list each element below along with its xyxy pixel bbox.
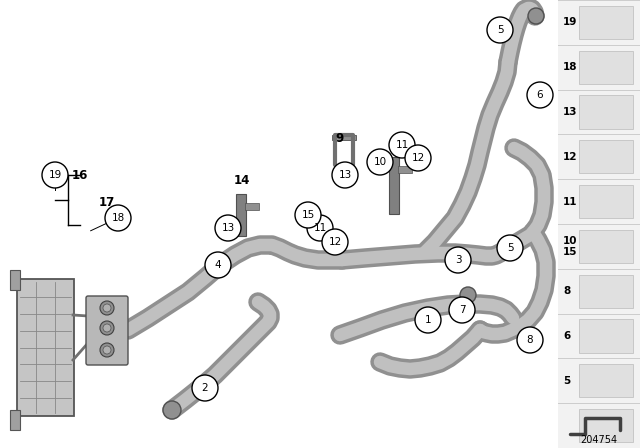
Text: 11: 11 (563, 197, 577, 207)
Circle shape (100, 301, 114, 315)
Text: 12: 12 (563, 152, 577, 162)
FancyBboxPatch shape (86, 296, 128, 365)
FancyBboxPatch shape (332, 135, 356, 140)
Text: 18: 18 (111, 213, 125, 223)
Circle shape (389, 132, 415, 158)
FancyBboxPatch shape (389, 157, 399, 214)
Text: 6: 6 (563, 331, 570, 341)
Circle shape (487, 17, 513, 43)
Text: 204754: 204754 (580, 435, 618, 445)
Circle shape (517, 327, 543, 353)
FancyBboxPatch shape (10, 410, 20, 430)
FancyBboxPatch shape (558, 0, 640, 448)
Text: 16: 16 (72, 168, 88, 181)
Circle shape (205, 252, 231, 278)
Circle shape (100, 321, 114, 335)
FancyBboxPatch shape (579, 230, 633, 263)
Circle shape (295, 202, 321, 228)
Text: 11: 11 (314, 223, 326, 233)
FancyBboxPatch shape (579, 275, 633, 308)
FancyBboxPatch shape (579, 6, 633, 39)
Text: 7: 7 (459, 305, 465, 315)
Text: 12: 12 (412, 153, 424, 163)
FancyBboxPatch shape (579, 185, 633, 218)
Text: 11: 11 (396, 140, 408, 150)
Text: 10: 10 (373, 157, 387, 167)
Circle shape (415, 307, 441, 333)
Text: 19: 19 (563, 17, 577, 27)
Text: 8: 8 (563, 286, 570, 296)
Text: 13: 13 (563, 107, 577, 117)
Circle shape (528, 8, 544, 24)
FancyBboxPatch shape (579, 140, 633, 173)
Circle shape (460, 287, 476, 303)
Circle shape (100, 343, 114, 357)
Text: 5: 5 (497, 25, 503, 35)
Text: 18: 18 (563, 62, 577, 72)
Circle shape (103, 346, 111, 354)
Text: 6: 6 (537, 90, 543, 100)
FancyBboxPatch shape (236, 194, 246, 236)
Circle shape (332, 162, 358, 188)
FancyBboxPatch shape (245, 203, 259, 210)
Circle shape (497, 235, 523, 261)
Circle shape (42, 162, 68, 188)
Circle shape (527, 82, 553, 108)
Circle shape (367, 149, 393, 175)
FancyBboxPatch shape (579, 95, 633, 129)
Text: 4: 4 (214, 260, 221, 270)
Circle shape (103, 324, 111, 332)
Circle shape (163, 401, 181, 419)
Text: 12: 12 (328, 237, 342, 247)
Text: 2: 2 (202, 383, 208, 393)
Text: 5: 5 (507, 243, 513, 253)
Circle shape (449, 297, 475, 323)
Text: 14: 14 (234, 173, 250, 186)
Circle shape (307, 215, 333, 241)
Circle shape (215, 215, 241, 241)
FancyBboxPatch shape (579, 51, 633, 84)
FancyBboxPatch shape (579, 319, 633, 353)
FancyBboxPatch shape (579, 409, 633, 442)
Text: 1: 1 (425, 315, 431, 325)
Text: 15: 15 (301, 210, 315, 220)
Circle shape (405, 145, 431, 171)
FancyBboxPatch shape (579, 364, 633, 397)
FancyBboxPatch shape (17, 279, 74, 416)
Text: 13: 13 (221, 223, 235, 233)
Text: 8: 8 (527, 335, 533, 345)
Text: 3: 3 (454, 255, 461, 265)
Circle shape (322, 229, 348, 255)
FancyBboxPatch shape (10, 270, 20, 290)
Text: 10
15: 10 15 (563, 236, 577, 257)
Text: 17: 17 (99, 195, 115, 208)
Circle shape (105, 205, 131, 231)
Circle shape (192, 375, 218, 401)
Circle shape (445, 247, 471, 273)
Circle shape (103, 304, 111, 312)
Text: 9: 9 (336, 132, 344, 145)
FancyBboxPatch shape (398, 166, 412, 173)
Text: 19: 19 (49, 170, 61, 180)
Text: 13: 13 (339, 170, 351, 180)
Text: 5: 5 (563, 376, 570, 386)
